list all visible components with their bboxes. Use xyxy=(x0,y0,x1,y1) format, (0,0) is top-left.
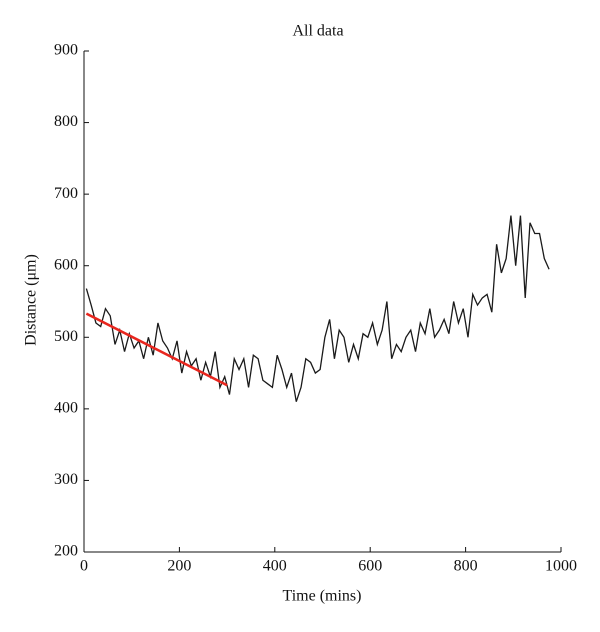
y-tick-label: 300 xyxy=(54,471,78,488)
chart-title: All data xyxy=(292,23,343,40)
x-tick-label: 400 xyxy=(263,558,287,575)
y-tick-label: 600 xyxy=(54,256,78,273)
x-tick-label: 1000 xyxy=(545,558,577,575)
x-tick-label: 800 xyxy=(454,558,478,575)
y-tick-label: 900 xyxy=(54,42,78,59)
y-axis-label: Distance (μm) xyxy=(23,254,40,346)
y-tick-label: 700 xyxy=(54,185,78,202)
y-tick-label: 800 xyxy=(54,113,78,130)
y-tick-label: 200 xyxy=(54,543,78,560)
x-axis-label: Time (mins) xyxy=(283,588,362,605)
x-tick-label: 600 xyxy=(358,558,382,575)
y-tick-label: 400 xyxy=(54,400,78,417)
x-tick-label: 200 xyxy=(167,558,191,575)
x-tick-label: 0 xyxy=(80,558,88,575)
fit-line xyxy=(85,312,228,387)
data-line xyxy=(85,215,550,402)
y-tick-label: 500 xyxy=(54,328,78,345)
